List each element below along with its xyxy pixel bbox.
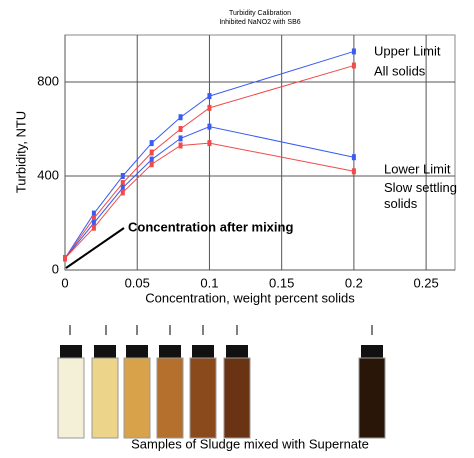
data-point: [121, 189, 125, 195]
y-tick-label: 400: [37, 167, 59, 182]
x-tick-label: 0.2: [345, 275, 363, 290]
data-point: [150, 150, 154, 156]
legend-label: All solids: [374, 63, 426, 78]
data-point: [150, 140, 154, 146]
x-tick-label: 0.15: [269, 275, 294, 290]
data-point: [207, 105, 211, 111]
data-point: [352, 154, 356, 160]
data-point: [179, 114, 183, 120]
vials: [58, 325, 385, 438]
data-point: [207, 140, 211, 146]
data-point: [352, 63, 356, 69]
y-tick-label: 800: [37, 73, 59, 88]
data-point: [179, 142, 183, 148]
data-point: [150, 161, 154, 167]
x-axis-label: Concentration, weight percent solids: [145, 290, 355, 305]
y-axis-label: Turbidity, NTU: [13, 111, 28, 193]
data-point: [121, 173, 125, 179]
data-point: [207, 93, 211, 99]
legend-label: Upper Limit: [374, 43, 441, 58]
annotation: Concentration after mixing: [128, 219, 293, 234]
data-point: [179, 126, 183, 132]
data-point: [179, 135, 183, 141]
data-point: [63, 255, 67, 261]
x-tick-label: 0.25: [413, 275, 438, 290]
y-tick-label: 0: [52, 261, 59, 276]
data-point: [207, 124, 211, 130]
chart-subtitle: Inhibited NaNO2 with SB6: [219, 19, 300, 26]
legend-label: Lower Limit: [384, 161, 451, 176]
data-point: [92, 225, 96, 231]
caption: Samples of Sludge mixed with Supernate: [131, 436, 369, 451]
chart: Turbidity Calibration Inhibited NaNO2 wi…: [0, 0, 474, 453]
legend-label: Slow settling solids: [384, 180, 464, 212]
x-tick-label: 0.05: [125, 275, 150, 290]
chart-title: Turbidity Calibration: [229, 10, 291, 17]
data-point: [352, 168, 356, 174]
x-tick-label: 0.1: [200, 275, 218, 290]
legend-box: Slow settling solids: [384, 180, 464, 220]
x-tick-label: 0: [61, 275, 68, 290]
data-point: [352, 48, 356, 54]
